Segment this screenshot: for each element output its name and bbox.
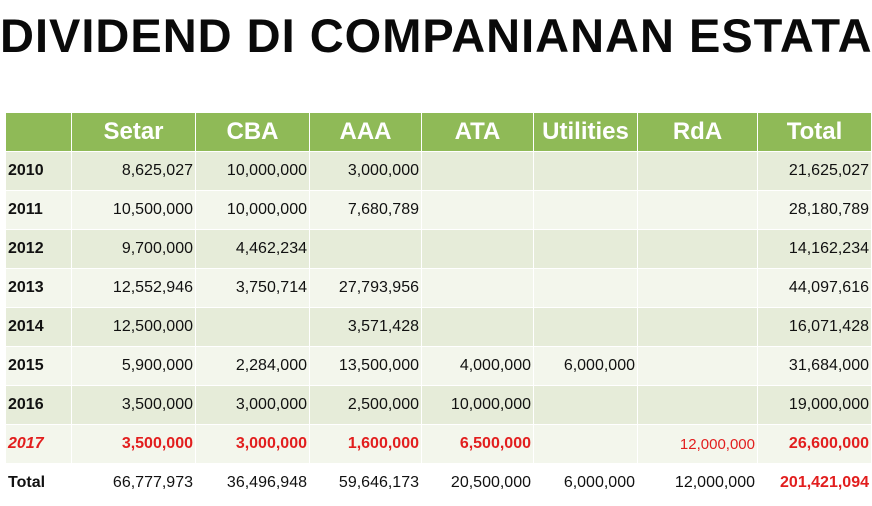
table-cell: 12,552,946 — [72, 269, 196, 308]
table-row: 2014 12,500,000 3,571,428 16,071,428 — [6, 308, 872, 347]
table-cell — [638, 191, 758, 230]
table-cell — [422, 269, 534, 308]
table-cell: 44,097,616 — [758, 269, 872, 308]
table-cell: 27,793,956 — [310, 269, 422, 308]
page-title: DIVIDEND DI COMPANIANAN ESTATAL — [0, 9, 872, 62]
table-cell: 4,000,000 — [422, 347, 534, 386]
table-row: 2016 3,500,000 3,000,000 2,500,000 10,00… — [6, 386, 872, 425]
table-cell — [534, 308, 638, 347]
table-cell: 3,571,428 — [310, 308, 422, 347]
table-cell — [422, 230, 534, 269]
table-cell — [196, 308, 310, 347]
table-cell: 26,600,000 — [758, 425, 872, 464]
total-cell: 6,000,000 — [534, 464, 638, 503]
table-cell: 4,462,234 — [196, 230, 310, 269]
table-cell — [638, 269, 758, 308]
table-cell — [534, 230, 638, 269]
total-cell: 59,646,173 — [310, 464, 422, 503]
table-cell — [534, 191, 638, 230]
table-cell — [638, 386, 758, 425]
table-row: 2013 12,552,946 3,750,714 27,793,956 44,… — [6, 269, 872, 308]
table-row: 2011 10,500,000 10,000,000 7,680,789 28,… — [6, 191, 872, 230]
table-cell: 16,071,428 — [758, 308, 872, 347]
header-corner — [6, 113, 72, 152]
table-cell: 2,500,000 — [310, 386, 422, 425]
total-cell: 36,496,948 — [196, 464, 310, 503]
table-cell: 10,500,000 — [72, 191, 196, 230]
table-cell: 12,500,000 — [72, 308, 196, 347]
row-year: 2011 — [6, 191, 72, 230]
table-cell — [422, 308, 534, 347]
table-cell — [638, 152, 758, 191]
table-cell — [638, 308, 758, 347]
row-year: 2015 — [6, 347, 72, 386]
table-cell: 3,500,000 — [72, 425, 196, 464]
table-cell: 3,000,000 — [196, 386, 310, 425]
table-cell: 31,684,000 — [758, 347, 872, 386]
table-cell: 13,500,000 — [310, 347, 422, 386]
total-label: Total — [6, 464, 72, 503]
table-row: 2010 8,625,027 10,000,000 3,000,000 21,6… — [6, 152, 872, 191]
table-cell: 6,000,000 — [534, 347, 638, 386]
table-cell: 10,000,000 — [422, 386, 534, 425]
table-cell — [534, 152, 638, 191]
table-cell: 5,900,000 — [72, 347, 196, 386]
table-cell: 3,000,000 — [310, 152, 422, 191]
row-year: 2013 — [6, 269, 72, 308]
column-header: Total — [758, 113, 872, 152]
column-header: ATA — [422, 113, 534, 152]
row-year: 2012 — [6, 230, 72, 269]
table-cell: 3,750,714 — [196, 269, 310, 308]
table-cell — [310, 230, 422, 269]
table-cell — [422, 152, 534, 191]
table-cell: 3,500,000 — [72, 386, 196, 425]
table-cell — [638, 347, 758, 386]
total-cell: 66,777,973 — [72, 464, 196, 503]
total-cell: 12,000,000 — [638, 464, 758, 503]
table-cell: 28,180,789 — [758, 191, 872, 230]
table-cell — [638, 230, 758, 269]
table-cell — [422, 191, 534, 230]
table-cell: 8,625,027 — [72, 152, 196, 191]
grand-total-cell: 201,421,094 — [758, 464, 872, 503]
table-row: 2012 9,700,000 4,462,234 14,162,234 — [6, 230, 872, 269]
table-cell: 21,625,027 — [758, 152, 872, 191]
row-year: 2010 — [6, 152, 72, 191]
header-row: Setar CBA AAA ATA Utilities RdA Total — [6, 113, 872, 152]
table-cell: 19,000,000 — [758, 386, 872, 425]
table-row: 2015 5,900,000 2,284,000 13,500,000 4,00… — [6, 347, 872, 386]
table-cell: 1,600,000 — [310, 425, 422, 464]
table-row-highlighted: 2017 3,500,000 3,000,000 1,600,000 6,500… — [6, 425, 872, 464]
dividend-table: Setar CBA AAA ATA Utilities RdA Total 20… — [6, 113, 872, 503]
table-cell: 10,000,000 — [196, 191, 310, 230]
total-cell: 20,500,000 — [422, 464, 534, 503]
table-cell — [534, 386, 638, 425]
row-year: 2017 — [6, 425, 72, 464]
column-header: AAA — [310, 113, 422, 152]
total-row: Total 66,777,973 36,496,948 59,646,173 2… — [6, 464, 872, 503]
row-year: 2016 — [6, 386, 72, 425]
column-header: Utilities — [534, 113, 638, 152]
table-cell: 14,162,234 — [758, 230, 872, 269]
table-cell: 10,000,000 — [196, 152, 310, 191]
table-cell: 6,500,000 — [422, 425, 534, 464]
table-cell: 7,680,789 — [310, 191, 422, 230]
table-cell: 3,000,000 — [196, 425, 310, 464]
table-cell: 12,000,000 — [638, 425, 758, 464]
table-cell: 2,284,000 — [196, 347, 310, 386]
table-cell — [534, 269, 638, 308]
row-year: 2014 — [6, 308, 72, 347]
table-cell — [534, 425, 638, 464]
table-cell: 9,700,000 — [72, 230, 196, 269]
column-header: RdA — [638, 113, 758, 152]
column-header: Setar — [72, 113, 196, 152]
column-header: CBA — [196, 113, 310, 152]
